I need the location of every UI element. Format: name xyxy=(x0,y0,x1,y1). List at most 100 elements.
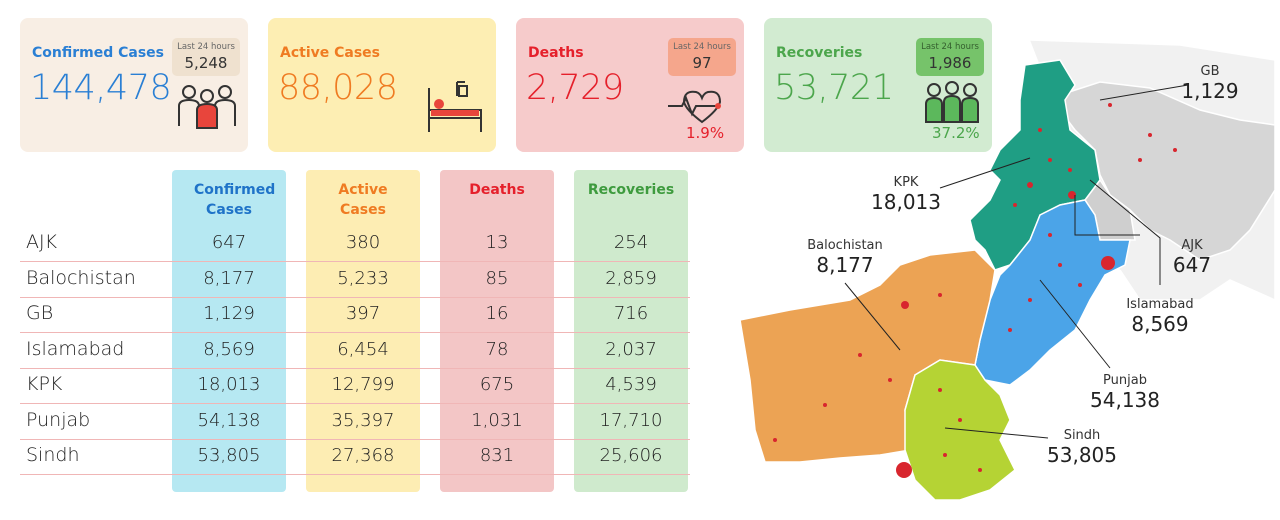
cell: 4,539 xyxy=(605,374,657,395)
region-value: 54,138 xyxy=(1090,388,1160,412)
cell: 831 xyxy=(479,445,515,466)
map-label: GB 1,129 xyxy=(1181,64,1238,103)
map xyxy=(739,39,1276,501)
card-value: 53,721 xyxy=(774,68,894,108)
region-sindh xyxy=(904,359,1016,501)
cell: 2,859 xyxy=(605,267,657,289)
cell: 716 xyxy=(613,303,649,324)
cell: 1,031 xyxy=(471,409,523,431)
region-value: 18,013 xyxy=(871,190,941,214)
row-line xyxy=(20,474,690,475)
column-bg xyxy=(172,170,286,492)
region-name: KPK xyxy=(893,175,919,190)
region-value: 53,805 xyxy=(1047,443,1117,467)
cell: 6,454 xyxy=(337,338,389,360)
cell: 13 xyxy=(485,232,509,253)
row-line xyxy=(20,332,690,333)
cell: 27,368 xyxy=(331,445,395,466)
cell: 85 xyxy=(485,267,509,289)
cell: 1,129 xyxy=(203,303,255,324)
card-value: 88,028 xyxy=(278,68,398,108)
row-label: GB xyxy=(26,302,54,324)
cell: 53,805 xyxy=(197,445,261,466)
badge-value: 1,986 xyxy=(928,54,972,72)
badge: Last 24 hours 1,986 xyxy=(916,38,984,76)
card-percent: 37.2% xyxy=(932,124,980,142)
column-bg xyxy=(306,170,420,492)
column-header: Recoveries xyxy=(587,182,675,198)
row-line xyxy=(20,438,690,440)
cell: 16 xyxy=(485,303,509,324)
people-icon xyxy=(178,85,236,129)
row-label: AJK xyxy=(26,231,58,253)
cell: 647 xyxy=(211,232,247,253)
column-bg xyxy=(440,170,554,492)
map-label: KPK 18,013 xyxy=(871,175,941,214)
region-name: Sindh xyxy=(1063,428,1101,443)
card-title: Active Cases xyxy=(280,45,381,61)
bed-icon xyxy=(428,81,482,132)
card: Deaths 2,729 Last 24 hours 97 1.9% xyxy=(516,18,744,152)
column-header: Active Cases xyxy=(338,182,388,218)
cell: 8,177 xyxy=(203,267,255,289)
map-label: Islamabad 8,569 xyxy=(1126,297,1193,336)
cell: 35,397 xyxy=(331,409,395,431)
row-line xyxy=(20,296,690,298)
column-bg xyxy=(574,170,688,492)
region-value: 1,129 xyxy=(1181,79,1239,103)
cell: 675 xyxy=(479,374,515,395)
map-label: Punjab 54,138 xyxy=(1090,373,1160,412)
badge: Last 24 hours 5,248 xyxy=(172,38,240,76)
row-label: Punjab xyxy=(26,408,91,431)
case-dots xyxy=(773,103,1177,478)
region-value: 647 xyxy=(1172,253,1212,277)
region-name: GB xyxy=(1200,64,1220,79)
card: Recoveries 53,721 Last 24 hours 1,986 37… xyxy=(764,18,992,152)
cell: 8,569 xyxy=(203,338,255,360)
card-value: 2,729 xyxy=(526,68,624,108)
cell: 17,710 xyxy=(599,409,663,431)
leader-lines xyxy=(844,84,1189,439)
row-line xyxy=(20,403,690,404)
map-label: Balochistan 8,177 xyxy=(807,238,883,277)
row-label: Islamabad xyxy=(26,337,125,360)
badge-label: Last 24 hours xyxy=(177,42,235,52)
column-header: Deaths xyxy=(469,182,525,198)
cell: 12,799 xyxy=(331,374,395,395)
badge-value: 5,248 xyxy=(184,54,228,72)
row-line xyxy=(20,261,690,262)
card-percent: 1.9% xyxy=(686,124,725,142)
badge-label: Last 24 hours xyxy=(673,42,731,52)
cell: 78 xyxy=(485,338,509,360)
row-label: Balochistan xyxy=(26,266,136,289)
region-value: 8,569 xyxy=(1131,312,1189,336)
region-name: Balochistan xyxy=(807,238,883,253)
people-icon xyxy=(925,81,979,123)
map-label: AJK 647 xyxy=(1173,238,1211,277)
map-label: Sindh 53,805 xyxy=(1047,428,1117,467)
row-line xyxy=(20,367,690,369)
card-title: Recoveries xyxy=(776,45,863,61)
region-value: 8,177 xyxy=(816,253,874,277)
card-title: Deaths xyxy=(528,45,584,61)
cell: 397 xyxy=(345,303,381,324)
badge: Last 24 hours 97 xyxy=(668,38,736,76)
cell: 380 xyxy=(345,232,381,253)
card-value: 144,478 xyxy=(30,68,172,108)
cell: 18,013 xyxy=(197,374,261,395)
row-label: KPK xyxy=(26,373,63,395)
column-header: Confirmed Cases xyxy=(194,182,276,218)
region-name: Punjab xyxy=(1103,373,1147,388)
region-punjab xyxy=(974,199,1131,386)
cell: 25,606 xyxy=(599,445,663,466)
card: Active Cases 88,028 xyxy=(268,18,496,152)
badge-label: Last 24 hours xyxy=(921,42,979,52)
cell: 54,138 xyxy=(197,409,261,431)
heart-icon xyxy=(668,90,722,124)
card: Confirmed Cases 144,478 Last 24 hours 5,… xyxy=(20,18,248,152)
region-name: AJK xyxy=(1181,238,1203,253)
badge-value: 97 xyxy=(692,54,712,72)
row-label: Sindh xyxy=(26,444,80,466)
region-name: Islamabad xyxy=(1126,297,1194,312)
